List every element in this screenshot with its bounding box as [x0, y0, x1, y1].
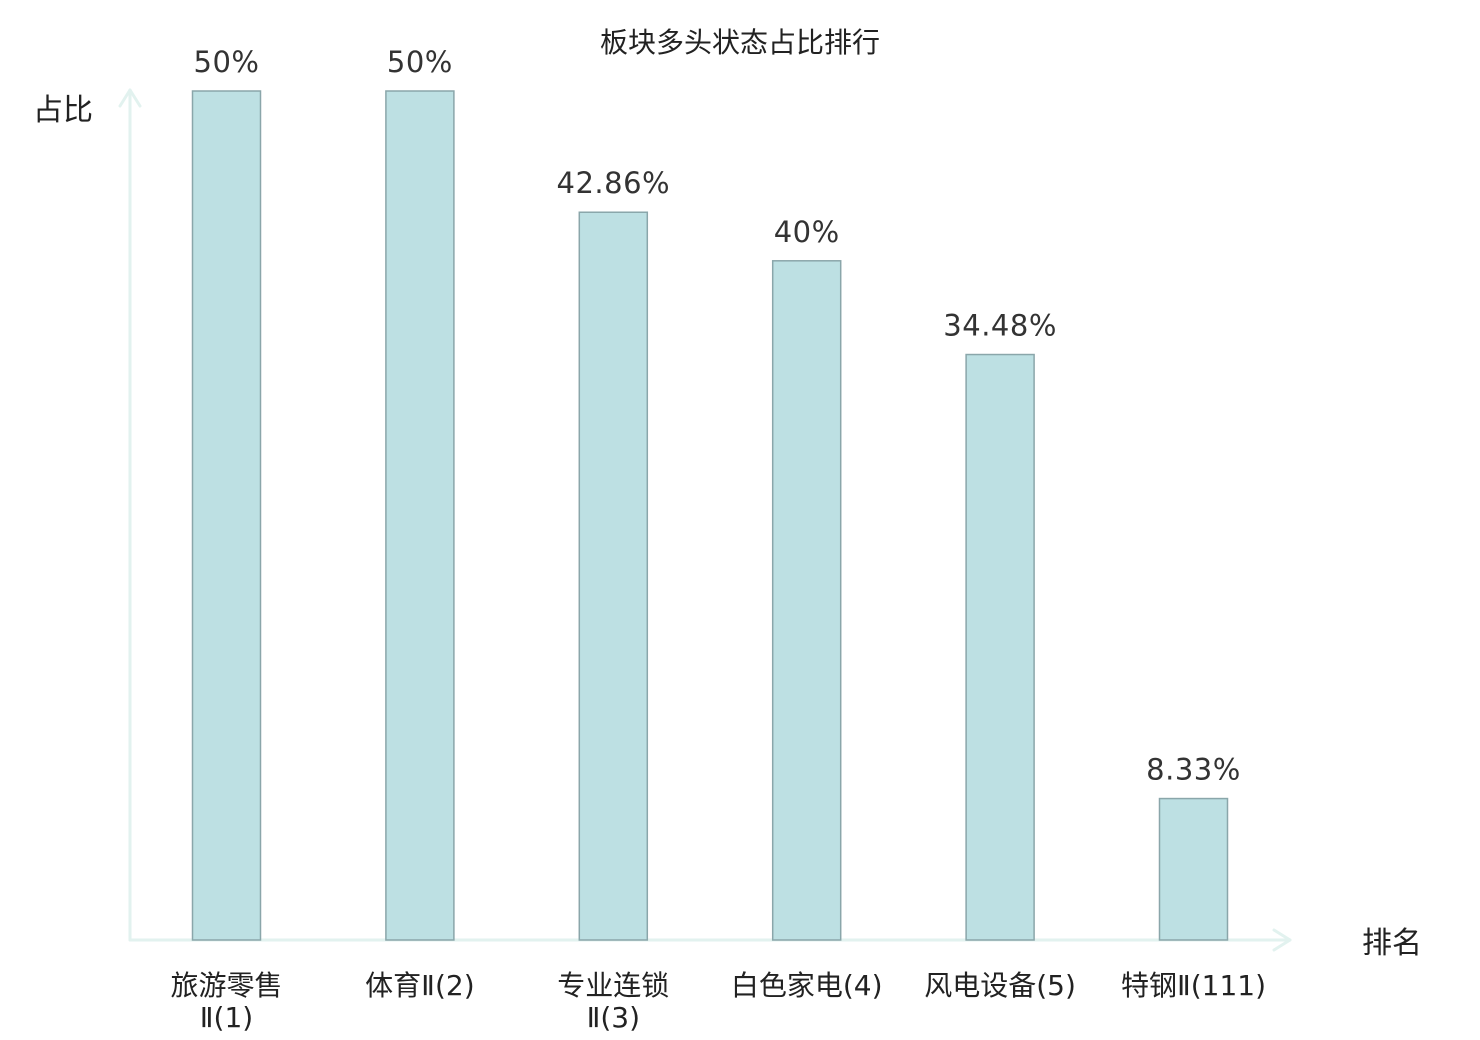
bar-1 [191, 90, 262, 941]
y-axis-label: 占比 [33, 93, 93, 128]
category-label-line: Ⅱ(3) [587, 1001, 640, 1034]
category-label-line: 体育Ⅱ(2) [365, 969, 474, 1002]
bar-3 [578, 211, 649, 941]
y-axis-arrow [118, 88, 142, 108]
value-labels: 50% 50% 42.86% 40% 34.48% 8.33% [194, 45, 1241, 787]
x-axis-label: 排名 [1362, 926, 1422, 961]
value-label-4: 40% [774, 215, 840, 249]
category-label-3: 专业连锁 Ⅱ(3) [557, 969, 669, 1034]
category-label-line: 旅游零售 [170, 969, 282, 1002]
value-label-3: 42.86% [557, 166, 671, 200]
category-label-4: 白色家电(4) [731, 969, 883, 1002]
bar-2 [385, 90, 455, 941]
category-label-line: 特钢Ⅱ(111) [1121, 969, 1266, 1002]
x-axis-arrow [1272, 928, 1292, 952]
value-label-1: 50% [194, 45, 260, 79]
value-label-5: 34.48% [943, 309, 1057, 343]
bar-6 [1158, 797, 1229, 941]
category-labels: 旅游零售 Ⅱ(1) 体育Ⅱ(2) 专业连锁 Ⅱ(3) 白色家电(4) 风电设备(5) 特钢Ⅱ(… [170, 969, 1266, 1034]
category-label-6: 特钢Ⅱ(111) [1121, 969, 1266, 1002]
bar-5 [965, 353, 1035, 941]
category-label-line: 专业连锁 [557, 969, 669, 1002]
category-label-line: 风电设备(5) [924, 969, 1076, 1002]
category-label-1: 旅游零售 Ⅱ(1) [170, 969, 282, 1034]
bar-4 [771, 260, 842, 941]
value-label-2: 50% [387, 45, 453, 79]
axes [118, 88, 1292, 952]
category-label-line: Ⅱ(1) [200, 1001, 253, 1034]
category-label-2: 体育Ⅱ(2) [365, 969, 474, 1002]
value-label-6: 8.33% [1146, 753, 1241, 787]
bars [191, 90, 1229, 941]
category-label-line: 白色家电(4) [731, 969, 883, 1002]
chart-title: 板块多头状态占比排行 [600, 26, 880, 59]
category-label-5: 风电设备(5) [924, 969, 1076, 1002]
